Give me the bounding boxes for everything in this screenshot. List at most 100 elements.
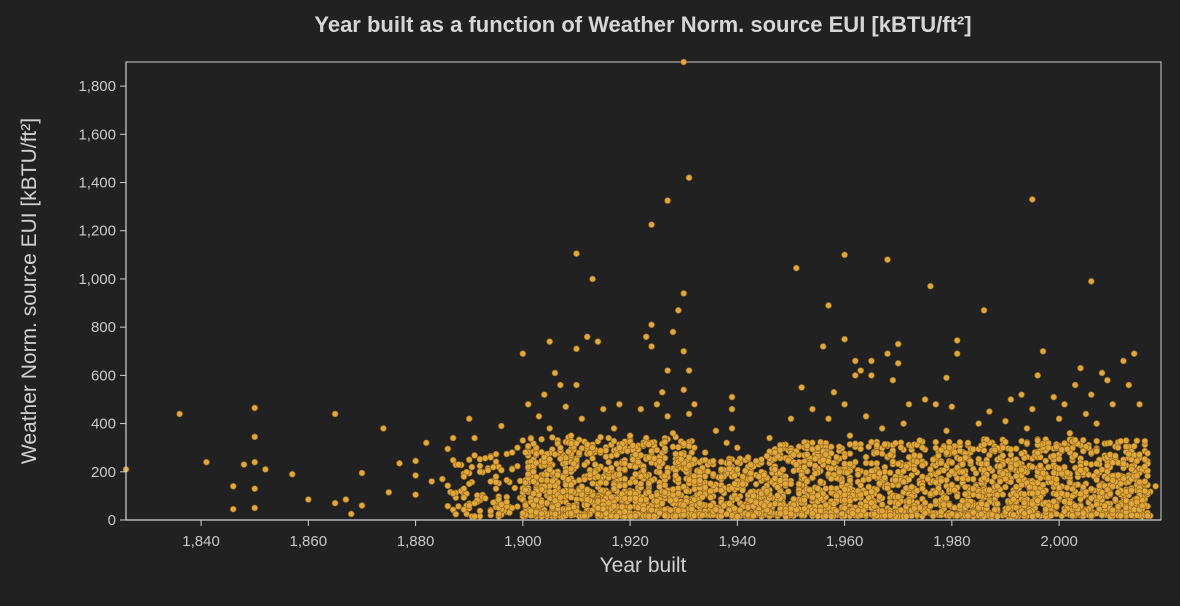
data-point <box>229 505 237 513</box>
data-point <box>1007 446 1015 453</box>
data-point <box>519 509 527 517</box>
data-point <box>1042 457 1050 465</box>
data-point <box>900 478 907 486</box>
data-point <box>1125 381 1133 389</box>
data-point <box>460 506 468 513</box>
data-point <box>524 463 532 471</box>
data-point <box>1071 381 1079 389</box>
data-point <box>841 400 848 408</box>
data-point <box>948 403 956 411</box>
data-point <box>524 470 532 478</box>
data-point <box>495 510 503 518</box>
data-point <box>750 512 757 520</box>
data-point <box>846 497 854 505</box>
data-point <box>288 470 296 478</box>
data-point <box>1028 512 1036 520</box>
data-point <box>380 425 387 432</box>
data-point <box>465 502 473 509</box>
data-point <box>610 502 618 510</box>
data-point <box>251 485 259 492</box>
data-point <box>1128 486 1135 494</box>
data-point <box>986 486 993 494</box>
data-point <box>817 438 824 446</box>
data-point <box>471 513 478 520</box>
data-point <box>803 478 811 485</box>
data-point <box>830 500 838 508</box>
data-point <box>964 439 972 447</box>
data-point <box>940 501 948 508</box>
data-point <box>573 381 580 389</box>
data-point <box>1133 472 1141 480</box>
data-point <box>589 275 596 283</box>
data-point <box>423 439 430 447</box>
data-point <box>701 484 709 491</box>
data-point <box>994 513 1001 520</box>
data-point <box>1063 491 1071 498</box>
data-point <box>1039 469 1047 477</box>
data-point <box>557 494 564 501</box>
data-point <box>594 511 602 518</box>
x-tick-label: 1,940 <box>719 533 757 550</box>
data-point <box>1109 459 1117 466</box>
data-point <box>691 444 698 451</box>
data-point <box>701 456 709 464</box>
data-point <box>1020 510 1028 517</box>
data-point <box>1079 509 1087 517</box>
data-point <box>637 451 645 459</box>
data-point <box>1087 278 1095 285</box>
data-point <box>717 473 725 481</box>
data-point <box>948 481 956 489</box>
data-point <box>664 197 671 204</box>
data-point <box>996 478 1004 485</box>
data-point <box>1028 500 1036 508</box>
data-point <box>519 350 527 357</box>
data-point <box>1053 475 1060 483</box>
data-point <box>358 502 366 509</box>
data-point <box>1087 461 1095 468</box>
data-point <box>723 439 730 447</box>
data-point <box>846 441 854 448</box>
data-point <box>699 493 706 501</box>
data-point <box>530 490 537 497</box>
data-point <box>1034 437 1041 444</box>
data-point <box>873 441 881 449</box>
data-point <box>1028 463 1036 471</box>
data-point <box>806 460 814 468</box>
data-point <box>927 502 934 510</box>
data-point <box>487 478 494 485</box>
data-point <box>347 510 355 518</box>
data-point <box>667 497 674 505</box>
data-point <box>626 432 634 439</box>
data-point <box>801 463 808 471</box>
data-point <box>1042 506 1050 513</box>
data-point <box>838 510 846 518</box>
data-point <box>1007 396 1015 403</box>
data-point <box>1007 478 1015 486</box>
data-point <box>696 477 704 484</box>
data-point <box>610 485 618 492</box>
data-point <box>229 482 237 490</box>
data-point <box>449 434 457 442</box>
x-axis-title: Year built <box>600 554 687 577</box>
data-point <box>1069 512 1076 519</box>
data-point <box>626 462 634 469</box>
data-point <box>591 461 599 468</box>
y-tick-label: 800 <box>91 319 116 336</box>
data-point <box>763 452 771 460</box>
data-point <box>1063 445 1071 453</box>
data-point <box>819 456 827 464</box>
data-point <box>1063 469 1071 477</box>
data-point <box>1096 482 1103 489</box>
data-point <box>1063 484 1071 491</box>
data-point <box>444 482 452 490</box>
data-point <box>806 486 814 494</box>
data-point <box>594 498 602 505</box>
data-point <box>790 467 797 475</box>
data-point <box>822 485 830 492</box>
data-point <box>876 480 883 487</box>
data-point <box>594 473 602 480</box>
data-point <box>1109 506 1117 514</box>
data-point <box>948 468 956 475</box>
data-point <box>583 441 591 448</box>
